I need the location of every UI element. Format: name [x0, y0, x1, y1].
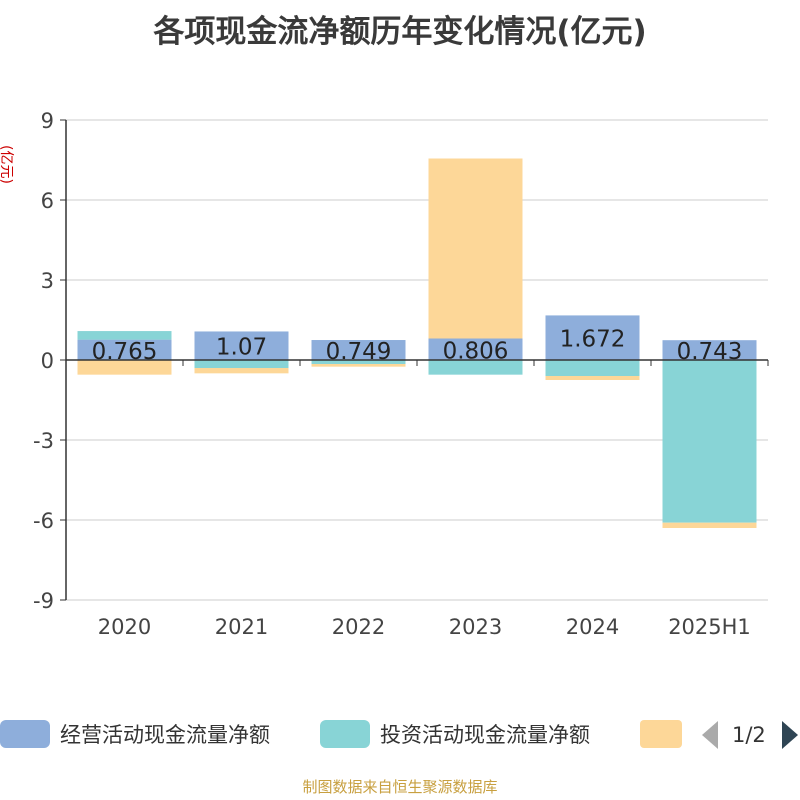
bar-investing	[545, 360, 640, 376]
labels-layer: 9 6 3 0 -3 -6 -9 2020 2021 2022 2023 2024 2025H1 0.76…	[33, 109, 751, 639]
bar-operating	[428, 338, 523, 360]
legend-label-operating: 经营活动现金流量净额	[60, 723, 270, 747]
bar-operating	[545, 315, 640, 360]
data-label: 0.765	[92, 339, 158, 365]
y-tick-label: 0	[41, 349, 54, 373]
y-tick-label: -3	[33, 429, 54, 453]
bar-operating	[662, 340, 757, 360]
data-label: 0.806	[443, 338, 509, 364]
bar-investing	[77, 331, 172, 340]
bar-investing	[428, 360, 523, 375]
y-tick-label: 9	[41, 109, 54, 133]
bar-operating	[77, 339, 172, 360]
data-label: 1.672	[560, 327, 626, 353]
grid-layer	[66, 119, 768, 601]
legend-next-arrow-icon[interactable]	[782, 721, 798, 749]
bar-investing	[311, 360, 406, 364]
x-tick-label: 2023	[449, 615, 502, 639]
data-label: 0.743	[677, 339, 743, 365]
chart-title: 各项现金流净额历年变化情况(亿元)	[153, 14, 647, 50]
legend-swatch-operating	[0, 720, 50, 748]
bar-investing	[194, 360, 289, 368]
data-label: 1.07	[216, 335, 267, 361]
y-tick-label: -9	[33, 589, 54, 613]
legend-prev-arrow-icon[interactable]	[702, 721, 718, 749]
x-tick-label: 2022	[332, 615, 385, 639]
x-tick-label: 2024	[566, 615, 619, 639]
bars-layer	[77, 158, 757, 528]
bar-financing	[662, 522, 757, 528]
bar-financing	[545, 376, 640, 380]
bar-financing	[194, 368, 289, 374]
legend-label-investing: 投资活动现金流量净额	[380, 723, 590, 747]
x-tick-label: 2021	[215, 615, 268, 639]
legend-swatch-financing	[640, 720, 682, 748]
y-tick-label: 3	[41, 269, 54, 293]
legend-swatch-investing	[320, 720, 370, 748]
bar-operating	[194, 331, 289, 360]
bar-operating	[311, 340, 406, 360]
data-label: 0.749	[326, 339, 392, 365]
axis-layer	[60, 119, 769, 601]
bar-financing	[428, 158, 523, 339]
y-unit-label: (亿元)	[0, 145, 14, 184]
source-note: 制图数据来自恒生聚源数据库	[302, 778, 498, 796]
legend-page-indicator: 1/2	[732, 723, 766, 747]
x-tick-label: 2020	[98, 615, 151, 639]
y-tick-label: -6	[33, 509, 54, 533]
bar-investing	[662, 360, 757, 523]
bar-financing	[311, 364, 406, 367]
bar-financing	[77, 360, 172, 375]
y-tick-label: 6	[41, 189, 54, 213]
legend: 经营活动现金流量净额 投资活动现金流量净额 1/2	[0, 720, 798, 749]
x-tick-label: 2025H1	[668, 615, 751, 639]
